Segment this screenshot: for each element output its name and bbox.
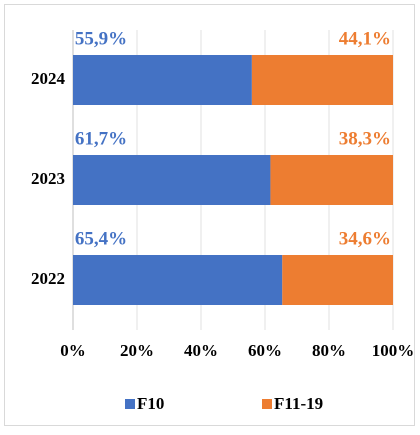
- bar-segment: [282, 255, 393, 305]
- bar-segment: [73, 155, 271, 205]
- y-tick-label: 2022: [31, 269, 65, 288]
- x-tick-label: 20%: [120, 341, 154, 360]
- y-tick-label: 2024: [31, 69, 66, 88]
- bar-segment: [73, 55, 252, 105]
- x-tick-label: 80%: [312, 341, 346, 360]
- x-tick-label: 60%: [248, 341, 282, 360]
- legend-swatch: [125, 399, 135, 409]
- data-label: 44,1%: [339, 28, 391, 49]
- legend-label: F10: [137, 394, 164, 413]
- data-label: 34,6%: [339, 228, 391, 249]
- bar-segment: [270, 155, 393, 205]
- x-tick-label: 100%: [372, 341, 415, 360]
- data-label: 65,4%: [75, 228, 127, 249]
- legend-swatch: [262, 399, 272, 409]
- y-tick-label: 2023: [31, 169, 65, 188]
- data-label: 38,3%: [339, 128, 391, 149]
- bar-segment: [251, 55, 393, 105]
- x-tick-label: 0%: [60, 341, 86, 360]
- data-label: 55,9%: [75, 28, 127, 49]
- legend-label: F11-19: [274, 394, 323, 413]
- x-tick-label: 40%: [184, 341, 218, 360]
- bar-segment: [73, 255, 283, 305]
- data-label: 61,7%: [75, 128, 127, 149]
